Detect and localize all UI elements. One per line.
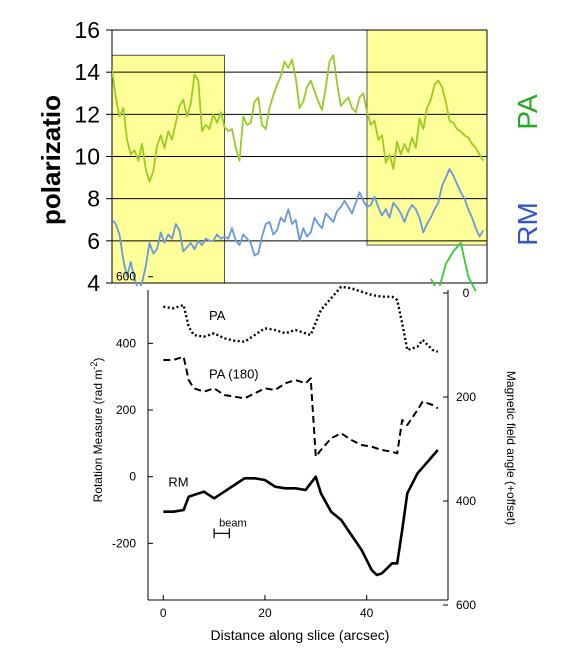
panel-cover: [110, 286, 450, 292]
annotation-pa-180: PA (180): [209, 366, 259, 381]
y-tick-label: 14: [74, 59, 100, 85]
y-tick-label: 400: [116, 336, 136, 350]
y-axis-label: Rotation Measure (rad m-2): [89, 358, 105, 503]
y-tick-label: -200: [112, 536, 136, 550]
y2-tick-label: 600: [456, 598, 476, 612]
top-panel: 16 14 12 10 8 6 4 polarizatio PA RM: [36, 17, 543, 296]
highlight-region: [111, 54, 225, 284]
x-tick-label: 0: [160, 606, 167, 620]
y2-tick-label: 0: [463, 286, 470, 300]
series-line-green-fragment: [430, 241, 477, 293]
y-tick-label: 12: [74, 101, 100, 127]
series-line-rm: [163, 449, 439, 577]
y-tick-label: 16: [74, 17, 100, 43]
y2-tick-label: 200: [456, 390, 476, 404]
annotation-rm: RM: [168, 475, 188, 490]
y-tick-label: 0: [129, 470, 136, 484]
y-axis-label-superscript: -2: [89, 362, 99, 370]
annotation-beam: beam: [219, 518, 247, 530]
y-tick-label: 600: [116, 270, 136, 284]
annotation-pa: PA: [209, 308, 226, 323]
y-tick-label: 200: [116, 403, 136, 417]
x-axis-label: Distance along slice (arcsec): [211, 627, 390, 643]
y-tick-label: 8: [87, 186, 100, 212]
legend-label-pa: PA: [512, 94, 543, 130]
series-line-pa: [163, 285, 439, 353]
series-line-rm: [112, 168, 485, 291]
x-tick-label: 20: [258, 606, 272, 620]
y2-tick-label: 400: [456, 494, 476, 508]
legend-label-rm: RM: [512, 202, 543, 246]
series-line-pa: [112, 54, 485, 183]
y-tick-label: 4: [87, 270, 100, 296]
series-line-pa-180: [163, 355, 439, 458]
y-tick-label: 10: [74, 144, 100, 170]
y-axis-label-main: Rotation Measure (rad m: [91, 370, 105, 503]
y2-axis-label: Magnetic field angle (+offset): [504, 371, 518, 525]
x-tick-label: 40: [360, 606, 374, 620]
y-axis-label: polarizatio: [36, 95, 66, 225]
y-tick-label: 6: [87, 228, 100, 254]
y-axis-label-close: ): [91, 358, 105, 362]
bottom-panel: 600 400 200 0 -200 0 200 400 600 0 20 40 Distance al…: [89, 270, 518, 643]
